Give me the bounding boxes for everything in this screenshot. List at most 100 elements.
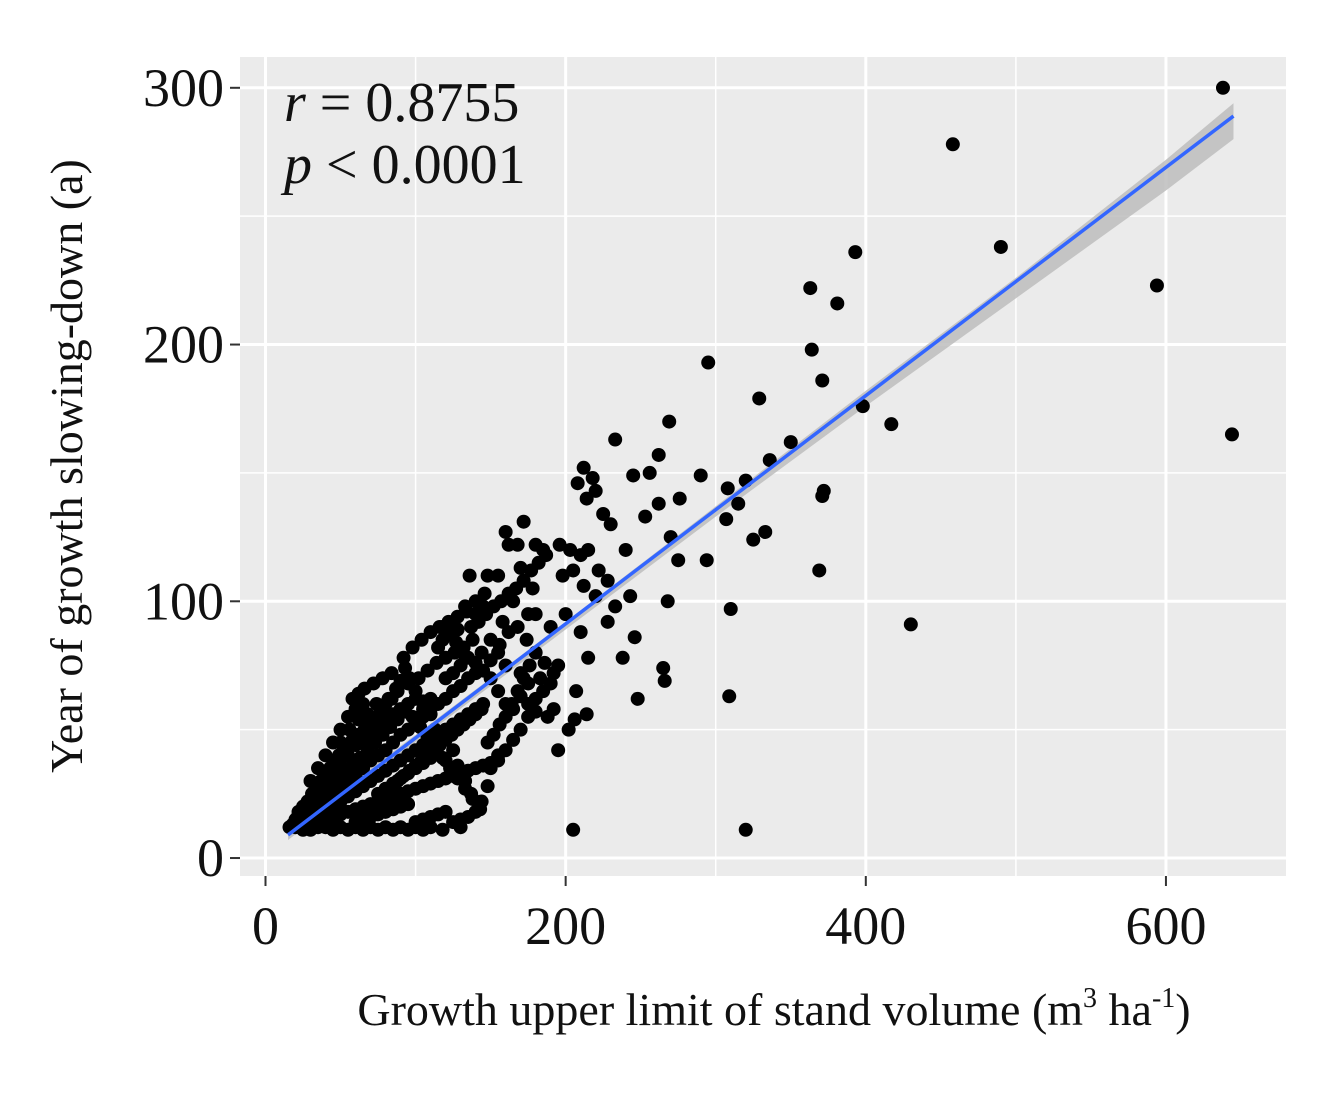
data-point [491,753,506,768]
data-point [474,702,489,717]
data-point [491,684,506,699]
y-tick-label: 100 [143,571,224,631]
data-point [603,517,618,532]
data-point [510,619,525,634]
data-point [830,296,845,311]
y-tick-label: 200 [143,315,224,375]
data-point [657,673,672,688]
data-point [461,809,476,824]
data-point [579,707,594,722]
data-point [1149,278,1164,293]
data-point [528,537,543,552]
data-point [993,239,1008,254]
data-point [510,684,525,699]
data-point [401,797,416,812]
data-point [752,391,767,406]
data-point [758,524,773,539]
data-point [537,655,552,670]
data-point [651,447,666,462]
data-point [731,496,746,511]
data-point [504,696,519,711]
x-tick-label: 400 [825,896,906,956]
y-axis-title: Year of growth slowing-down (a) [41,159,92,773]
data-point [513,722,528,737]
data-point [615,650,630,665]
data-point [435,822,450,837]
data-point [551,658,566,673]
data-point [573,625,588,640]
data-point [522,658,537,673]
data-point [333,735,348,750]
data-point [576,460,591,475]
data-point [495,614,510,629]
x-axis-title: Growth upper limit of stand volume (m3 h… [357,983,1190,1035]
data-point [945,137,960,152]
data-point [1224,427,1239,442]
data-point [459,604,474,619]
data-point [492,637,507,652]
data-point [398,661,413,676]
data-point [555,568,570,583]
data-point [516,671,531,686]
data-point [473,802,488,817]
data-point [423,691,438,706]
data-point [408,691,423,706]
data-point [596,506,611,521]
data-point [803,281,818,296]
data-point [618,542,633,557]
data-point [450,771,465,786]
data-point [390,684,405,699]
data-point [446,743,461,758]
data-point [462,568,477,583]
data-point [443,761,458,776]
data-point [660,594,675,609]
data-point [626,468,641,483]
data-point [303,774,318,789]
data-point [465,632,480,647]
y-axis-ticks: 0 100 200 300 [143,58,240,888]
data-point [552,537,567,552]
data-point [588,483,603,498]
data-point [533,671,548,686]
data-point [701,355,716,370]
data-point [1215,80,1230,95]
data-point [651,496,666,511]
data-point [563,542,578,557]
data-point [576,578,591,593]
data-point [360,707,375,722]
data-point [423,750,438,765]
data-point [608,599,623,614]
data-point [672,491,687,506]
data-point [449,635,464,650]
data-point [498,524,513,539]
data-point [501,537,516,552]
data-point [699,553,714,568]
data-point [506,732,521,747]
data-point [720,481,735,496]
x-tick-label: 0 [252,896,279,956]
data-point [405,709,420,724]
data-point [722,689,737,704]
data-point [455,645,470,660]
data-point [642,465,657,480]
y-tick-label: 0 [197,828,224,888]
fit-line-layer [286,114,1235,837]
data-point [569,684,584,699]
data-point [311,761,326,776]
fit-line [286,114,1235,837]
data-point [623,589,638,604]
data-point [498,709,513,724]
data-point [581,650,596,665]
data-points [282,80,1239,837]
data-point [581,542,596,557]
data-point [783,435,798,450]
data-point [513,560,528,575]
data-point [318,748,333,763]
data-point [570,476,585,491]
data-point [416,702,431,717]
data-point [656,661,671,676]
data-point [816,483,831,498]
data-point [762,453,777,468]
data-point [561,722,576,737]
